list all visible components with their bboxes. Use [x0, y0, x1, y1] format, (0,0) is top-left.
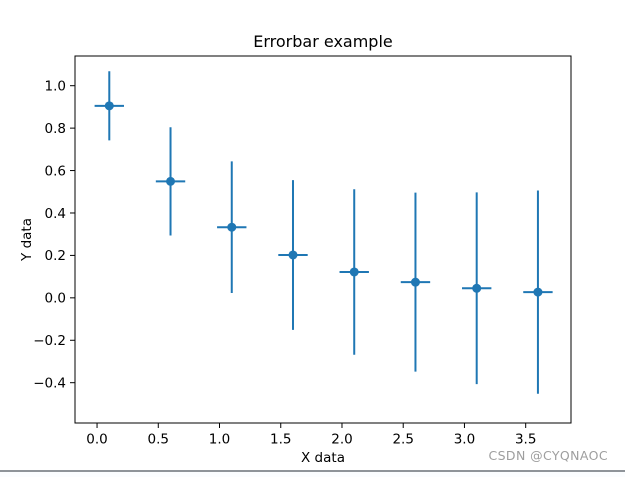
y-tick-label: −0.4 [33, 375, 66, 391]
y-tick-label: −0.2 [33, 333, 66, 349]
y-tick-label: 0.2 [45, 248, 66, 264]
watermark-text: CSDN @CYQNAOC [488, 448, 608, 463]
errorbar-series [94, 71, 553, 394]
y-tick-label: 0.8 [45, 121, 66, 137]
y-axis: −0.4 −0.2 0.0 0.2 0.4 0.6 0.8 1.0 [33, 78, 75, 391]
footer-divider [0, 470, 625, 472]
data-point-marker [533, 287, 543, 297]
y-tick-label: 0.0 [45, 291, 66, 307]
x-tick-label: 1.5 [270, 432, 291, 448]
x-axis-label: X data [301, 450, 345, 466]
data-point-marker [288, 250, 298, 260]
data-point-marker [472, 283, 482, 293]
x-tick-label: 3.5 [515, 432, 536, 448]
x-tick-label: 2.0 [331, 432, 352, 448]
y-tick-label: 0.4 [45, 206, 66, 222]
y-tick-label: 0.6 [45, 163, 66, 179]
x-tick-label: 1.0 [209, 432, 230, 448]
x-tick-label: 0.0 [86, 432, 107, 448]
data-point-marker [227, 222, 237, 232]
x-tick-label: 3.0 [454, 432, 475, 448]
data-point-marker [349, 267, 359, 277]
y-tick-label: 1.0 [45, 78, 66, 94]
x-tick-label: 2.5 [392, 432, 413, 448]
axes-frame [74, 55, 572, 424]
data-point-marker [410, 277, 420, 287]
footer-strip [0, 471, 625, 477]
data-point-marker [166, 176, 176, 186]
data-point-marker [104, 101, 114, 111]
x-axis: 0.0 0.5 1.0 1.5 2.0 2.5 3.0 3.5 [86, 423, 536, 448]
x-tick-label: 0.5 [148, 432, 169, 448]
y-axis-label: Y data [19, 218, 35, 262]
chart-title: Errorbar example [253, 32, 393, 51]
